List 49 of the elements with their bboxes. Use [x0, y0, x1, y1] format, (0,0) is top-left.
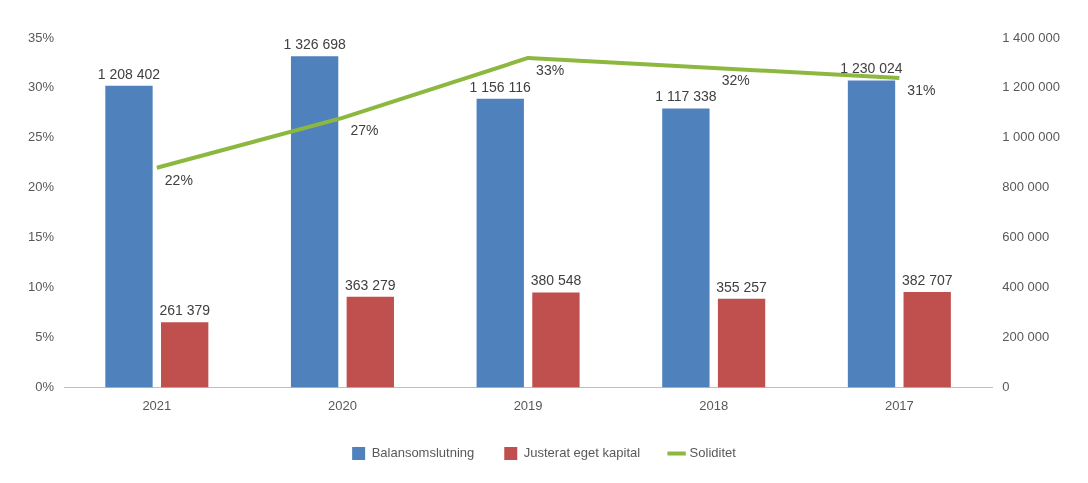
data-label: 27% [350, 121, 379, 138]
y-tick-label: 10% [27, 279, 55, 295]
x-tick-label: 2019 [513, 397, 543, 413]
bar [662, 108, 710, 388]
data-label: 1 156 116 [469, 78, 532, 95]
y-tick-label: 5% [35, 329, 55, 345]
bar [532, 292, 580, 388]
data-label: 32% [721, 71, 750, 88]
y-tick-label: 15% [27, 229, 55, 245]
bar [847, 80, 896, 388]
x-tick-label: 2018 [699, 397, 729, 413]
data-label: 33% [536, 61, 565, 78]
data-label: 22% [164, 171, 193, 188]
y-tick-label: 25% [27, 129, 55, 145]
data-label: 1 208 402 [97, 65, 161, 82]
bar [717, 298, 766, 388]
x-tick-label: 2020 [328, 397, 357, 413]
legend-label: Justerat eget kapital [523, 445, 641, 461]
data-label: 363 279 [345, 276, 396, 293]
y-tick-label: 35% [27, 29, 55, 45]
data-label: 261 379 [159, 302, 211, 319]
legend-label: Soliditet [689, 445, 737, 461]
y-tick-label: 20% [27, 179, 55, 195]
data-label: 1 326 698 [283, 36, 346, 53]
bar [105, 85, 153, 388]
legend-label: Balansomslutning [371, 445, 475, 461]
y2-tick-label: 400 000 [1002, 279, 1050, 295]
data-label: 1 117 338 [655, 88, 717, 105]
x-tick-label: 2021 [142, 397, 172, 413]
data-label: 1 230 024 [840, 60, 903, 77]
x-tick-label: 2017 [884, 397, 914, 413]
y-tick-label: 30% [27, 79, 55, 95]
y2-tick-label: 1 000 000 [1002, 129, 1061, 145]
bar [903, 291, 951, 388]
bar [476, 98, 524, 388]
y2-tick-label: 600 000 [1002, 229, 1050, 245]
bar [161, 322, 209, 388]
y2-tick-label: 200 000 [1002, 329, 1050, 345]
y2-tick-label: 0 [1002, 378, 1010, 394]
data-label: 380 548 [530, 272, 582, 289]
data-label: 382 707 [901, 271, 953, 288]
data-label: 355 257 [716, 278, 768, 295]
data-label: 31% [907, 81, 936, 98]
y2-tick-label: 800 000 [1002, 179, 1050, 195]
bar [346, 296, 394, 388]
y2-tick-label: 1 200 000 [1002, 79, 1061, 95]
y-tick-label: 0% [35, 378, 55, 394]
bar [290, 56, 339, 388]
y2-tick-label: 1 400 000 [1002, 29, 1061, 45]
